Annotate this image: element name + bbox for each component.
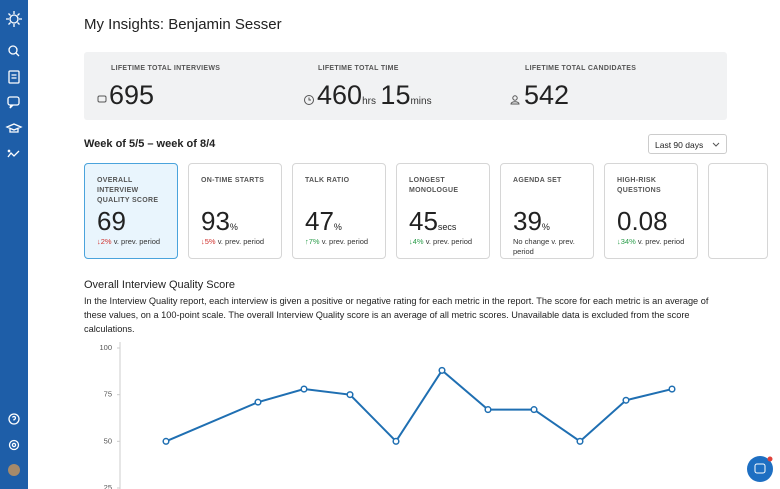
metric-card[interactable]: ON-TIME STARTS 93% ↓5% v. prev. period bbox=[188, 163, 282, 259]
card-change: ↑7% v. prev. period bbox=[305, 237, 373, 247]
sidebar bbox=[0, 0, 28, 489]
value-unit: % bbox=[333, 222, 342, 232]
value-number: 93 bbox=[201, 206, 230, 236]
value-unit: secs bbox=[437, 222, 457, 232]
sidebar-icons bbox=[5, 11, 23, 476]
point bbox=[576, 437, 584, 445]
stat-value: 695 bbox=[109, 80, 155, 110]
card-change: ↓4% v. prev. period bbox=[409, 237, 477, 247]
y-tick-label: 25 bbox=[104, 483, 112, 489]
y-tick-label: 50 bbox=[104, 436, 112, 445]
section-title: Overall Interview Quality Score bbox=[84, 279, 235, 291]
stat-label: LIFETIME TOTAL INTERVIEWS bbox=[111, 65, 221, 72]
lifetime-panel bbox=[84, 52, 727, 120]
card-partial[interactable] bbox=[708, 163, 768, 259]
stat-label: LIFETIME TOTAL TIME bbox=[318, 65, 399, 72]
point bbox=[668, 385, 676, 393]
period-dropdown[interactable]: Last 90 days bbox=[648, 134, 727, 154]
value-unit: % bbox=[541, 222, 550, 232]
metric-card[interactable]: TALK RATIO 47% ↑7% v. prev. period bbox=[292, 163, 386, 259]
y-tick-label: 100 bbox=[99, 343, 112, 352]
change-note: v. prev. period bbox=[113, 237, 161, 246]
stat-value: 460 bbox=[317, 80, 363, 110]
card-label: ON-TIME STARTS bbox=[201, 177, 265, 184]
value-number: 0.08 bbox=[617, 206, 668, 236]
value-number: 45 bbox=[409, 206, 438, 236]
change-note: v. prev. period bbox=[321, 237, 369, 246]
change-note: No change v. prev. period bbox=[513, 237, 575, 256]
card-value: 47% bbox=[305, 206, 373, 236]
metric-card[interactable]: OVERALL INTERVIEW QUALITY SCORE 69 ↓2% v. … bbox=[84, 163, 178, 259]
stat-icon bbox=[510, 95, 520, 105]
card-label: LONGEST MONOLOGUE bbox=[409, 177, 459, 194]
point bbox=[484, 406, 492, 414]
metric-card[interactable]: LONGEST MONOLOGUE 45secs ↓4% v. prev. peri… bbox=[396, 163, 490, 259]
change-value: ↑7% bbox=[305, 237, 320, 246]
card-value: 93% bbox=[201, 206, 269, 236]
stat: 460hrs 15mins bbox=[303, 80, 432, 115]
stat: 542 bbox=[510, 80, 569, 115]
stat-value: 542 bbox=[524, 80, 570, 110]
value-unit: % bbox=[229, 222, 238, 232]
value-number: 69 bbox=[97, 206, 126, 236]
series-line bbox=[165, 368, 673, 443]
point bbox=[622, 396, 630, 404]
metric-card[interactable]: AGENDA SET 39% No change v. prev. period bbox=[500, 163, 594, 259]
stat-icon bbox=[97, 95, 107, 103]
period-label: Week of 5/5 – week of 8/4 bbox=[84, 138, 216, 150]
card-value: 45secs bbox=[409, 206, 477, 236]
stat-unit: mins bbox=[410, 96, 432, 107]
stat: 695 bbox=[97, 80, 154, 115]
card-label: HIGH-RISK QUESTIONS bbox=[617, 177, 661, 194]
card-label: OVERALL INTERVIEW QUALITY SCORE bbox=[97, 177, 159, 204]
change-value: ↓4% bbox=[409, 237, 424, 246]
chat-button[interactable] bbox=[747, 456, 773, 482]
card-value: 69 bbox=[97, 206, 165, 236]
change-note: v. prev. period bbox=[637, 237, 685, 246]
metric-card[interactable]: HIGH-RISK QUESTIONS 0.08 ↓34% v. prev. per… bbox=[604, 163, 698, 259]
card-label: TALK RATIO bbox=[305, 177, 350, 184]
change-value: ↓5% bbox=[201, 237, 216, 246]
value-number: 39 bbox=[513, 206, 542, 236]
point bbox=[392, 437, 400, 445]
card-label: AGENDA SET bbox=[513, 177, 562, 184]
stat-value: 15 bbox=[380, 80, 411, 110]
card-change: ↓5% v. prev. period bbox=[201, 237, 269, 247]
change-value: ↓2% bbox=[97, 237, 112, 246]
point bbox=[162, 437, 170, 445]
card-change: ↓2% v. prev. period bbox=[97, 237, 165, 247]
point bbox=[254, 398, 262, 406]
change-note: v. prev. period bbox=[217, 237, 265, 246]
dropdown-caret bbox=[712, 142, 720, 147]
stat-label: LIFETIME TOTAL CANDIDATES bbox=[525, 65, 637, 72]
card-value: 39% bbox=[513, 206, 581, 236]
change-value: ↓34% bbox=[617, 237, 636, 246]
line-chart: 25 50 75 100 bbox=[99, 342, 676, 489]
card-change: No change v. prev. period bbox=[513, 237, 581, 257]
dropdown-text: Last 90 days bbox=[655, 140, 704, 150]
change-note: v. prev. period bbox=[425, 237, 473, 246]
stat-icon bbox=[304, 94, 314, 105]
section-text: In the Interview Quality report, each in… bbox=[84, 296, 709, 334]
point bbox=[530, 406, 538, 414]
chat-icon bbox=[754, 456, 773, 474]
point bbox=[346, 391, 354, 399]
page-title: My Insights: Benjamin Sesser bbox=[84, 16, 282, 33]
y-tick-label: 75 bbox=[104, 390, 112, 399]
point bbox=[300, 385, 308, 393]
card-value: 0.08 bbox=[617, 206, 685, 236]
stat-unit: hrs bbox=[362, 96, 376, 107]
point bbox=[438, 366, 446, 374]
value-number: 47 bbox=[305, 206, 334, 236]
card-change: ↓34% v. prev. period bbox=[617, 237, 685, 247]
